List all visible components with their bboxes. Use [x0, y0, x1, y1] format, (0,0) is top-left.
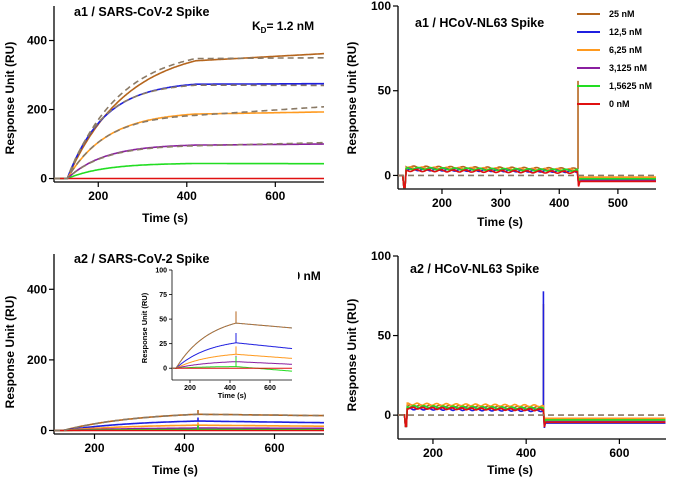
series-line-12-5-nm — [54, 420, 324, 432]
y-tick-label: 25 — [159, 341, 167, 348]
x-axis-label: Time (s) — [477, 215, 523, 229]
panel-title: a2 / SARS-CoV-2 Spike — [74, 252, 210, 266]
kd-value: = 1.2 nM — [266, 19, 314, 33]
x-tick-label: 400 — [224, 385, 236, 392]
series-line-1-5625-nm — [54, 162, 324, 180]
axes: 0 200 400 200 400 600 — [27, 6, 324, 203]
y-tick-label: 200 — [27, 353, 47, 367]
y-tick-label: 50 — [159, 317, 167, 324]
plot-area — [398, 291, 666, 429]
y-tick-label: 400 — [27, 282, 47, 296]
x-tick-label: 300 — [491, 196, 511, 210]
axes: 0 50 100 200 300 400 500 — [371, 0, 656, 210]
plot-area — [54, 410, 324, 432]
axes: 0 50 100 200 400 600 — [371, 249, 666, 460]
series-line-12-5-nm — [54, 82, 325, 180]
series-line-0-nm — [398, 406, 666, 428]
legend: 25 nM 12,5 nM 6,25 nM 3,125 nM 1,5625 nM 0 nM — [577, 9, 652, 109]
y-tick-label: 100 — [371, 0, 391, 13]
y-tick-label: 75 — [159, 292, 167, 299]
x-tick-label: 600 — [264, 441, 284, 455]
panel-a1-hcov: a1 / HCoV-NL63 Spike Time (s) Response U… — [345, 0, 656, 229]
inset-background — [146, 266, 298, 408]
y-tick-label: 0 — [40, 423, 47, 437]
series-line-12-5-nm — [398, 407, 666, 429]
x-tick-label: 600 — [264, 385, 276, 392]
plot-area — [172, 311, 293, 372]
y-axis-label: Response Unit (RU) — [345, 42, 359, 155]
legend-label: 6,25 nM — [609, 45, 642, 55]
x-tick-label: 200 — [184, 385, 196, 392]
series-line-12-5-nm — [172, 342, 293, 369]
y-tick-label: 0 — [384, 408, 391, 422]
y-tick-label: 50 — [378, 329, 392, 343]
series-line-1-5625-nm — [172, 366, 293, 372]
fit-line — [54, 56, 324, 180]
panel-title: a1 / HCoV-NL63 Spike — [415, 16, 544, 30]
y-axis-label: Response Unit (RU) — [3, 296, 17, 409]
fit-line — [172, 322, 292, 369]
panel-a2-hcov: a2 / HCoV-NL63 Spike Time (s) Response U… — [345, 249, 666, 477]
x-tick-label: 600 — [609, 446, 629, 460]
x-axis-label: Time (s) — [152, 463, 198, 477]
axes: 0 25 50 75 100 200 400 600 — [155, 268, 292, 392]
plot-area — [54, 52, 325, 180]
series-line-0-nm — [398, 168, 656, 189]
x-tick-label: 400 — [177, 189, 197, 203]
y-tick-label: 50 — [378, 84, 392, 98]
x-tick-label: 400 — [174, 441, 194, 455]
series-line-6-25-nm — [54, 424, 324, 432]
legend-label: 3,125 nM — [609, 63, 647, 73]
x-tick-label: 600 — [265, 189, 285, 203]
panel-a1-sars: a1 / SARS-CoV-2 Spike KD= 1.2 nM Time (s… — [3, 5, 325, 225]
x-tick-label: 200 — [423, 446, 443, 460]
y-tick-label: 400 — [27, 34, 47, 48]
panel-title: a1 / SARS-CoV-2 Spike — [74, 5, 210, 19]
inset-y-axis-label: Response Unit (RU) — [140, 292, 149, 363]
y-tick-label: 100 — [371, 249, 391, 263]
x-tick-label: 500 — [608, 196, 628, 210]
legend-label: 1,5625 nM — [609, 81, 652, 91]
y-tick-label: 0 — [40, 172, 47, 186]
series-line-3-125-nm — [172, 361, 292, 369]
y-tick-label: 0 — [384, 168, 391, 182]
fit-line — [54, 106, 324, 180]
y-tick-label: 0 — [163, 366, 167, 373]
legend-label: 0 nM — [609, 99, 630, 109]
x-tick-label: 200 — [88, 189, 108, 203]
y-tick-label: 200 — [27, 103, 47, 117]
inset-a2-sars: Time (s) Response Unit (RU) 0 25 50 75 100 20… — [140, 266, 298, 408]
plot-area — [398, 80, 656, 189]
fit-line — [54, 141, 324, 180]
series-line-6-25-nm — [172, 353, 292, 369]
axes: 0 200 400 200 400 600 — [27, 254, 324, 455]
legend-label: 12,5 nM — [609, 27, 642, 37]
kd-prefix: K — [252, 19, 261, 33]
y-axis-label: Response Unit (RU) — [345, 299, 359, 412]
legend-label: 25 nM — [609, 9, 635, 19]
fit-line — [54, 84, 324, 180]
x-axis-label: Time (s) — [142, 211, 188, 225]
inset-x-axis-label: Time (s) — [218, 391, 247, 400]
x-tick-label: 200 — [432, 196, 452, 210]
panel-a2-sars: a2 / SARS-CoV-2 Spike KD= 19 nM Time (s)… — [3, 252, 324, 477]
x-tick-label: 200 — [84, 441, 104, 455]
y-axis-label: Response Unit (RU) — [3, 42, 17, 155]
x-tick-label: 400 — [549, 196, 569, 210]
fit-line — [54, 413, 324, 432]
series-line-1-5625-nm — [398, 404, 666, 428]
x-tick-label: 400 — [516, 446, 536, 460]
kd-subscript: D — [261, 26, 267, 35]
series-line-1-5625-nm — [398, 166, 656, 189]
panel-title: a2 / HCoV-NL63 Spike — [410, 262, 539, 276]
x-axis-label: Time (s) — [487, 463, 533, 477]
kd-label: KD= 1.2 nM — [252, 19, 314, 35]
y-tick-label: 100 — [155, 268, 167, 275]
